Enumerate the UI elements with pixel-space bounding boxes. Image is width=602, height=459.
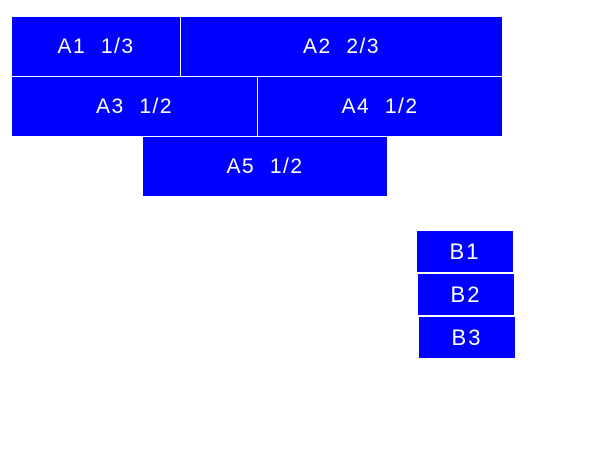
box-a1[interactable]: A1 1/3 [12, 17, 180, 76]
box-a5[interactable]: A5 1/2 [143, 137, 387, 196]
box-a4[interactable]: A4 1/2 [258, 77, 502, 136]
box-a3[interactable]: A3 1/2 [12, 77, 257, 136]
box-a2[interactable]: A2 2/3 [181, 17, 502, 76]
box-b1[interactable]: B1 [417, 231, 513, 272]
box-b3[interactable]: B3 [419, 317, 515, 358]
box-b2[interactable]: B2 [418, 274, 514, 315]
